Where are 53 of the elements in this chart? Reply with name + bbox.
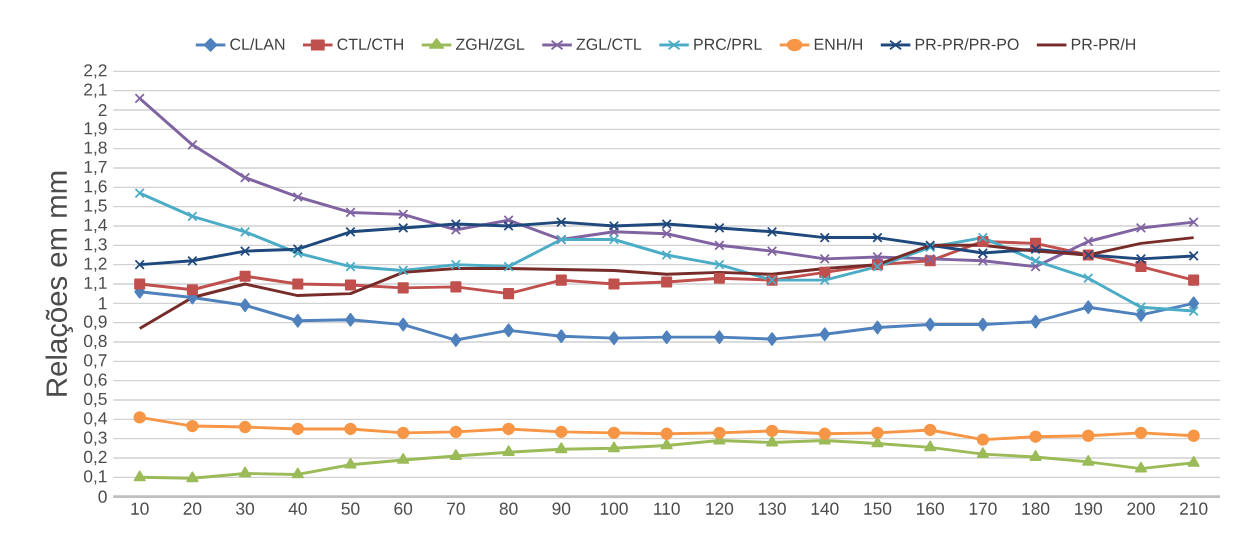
y-tick-label: 0,5	[84, 392, 107, 408]
y-tick-label: 2,1	[84, 83, 107, 98]
y-tick-label: 0,2	[84, 450, 107, 466]
y-tick-label: 1,6	[84, 180, 107, 195]
x-tick-label: 50	[341, 502, 360, 515]
y-tick-label: 0,4	[84, 412, 107, 427]
x-tick-label: 20	[183, 502, 202, 515]
legend-label: PRC/PRL	[694, 38, 762, 50]
y-tick-label: 2,2	[84, 64, 107, 79]
y-tick-label: 1,8	[84, 141, 107, 156]
x-tick-label: 160	[917, 502, 944, 515]
x-tick-label: 210	[1180, 502, 1208, 515]
y-tick-label: 1,1	[84, 276, 107, 292]
y-tick-label: 0,3	[84, 431, 107, 446]
x-tick-label: 130	[758, 502, 786, 515]
x-tick-label: 170	[969, 502, 997, 515]
legend-label: PR-PR/H	[1071, 38, 1136, 50]
x-tick-label: 190	[1075, 502, 1103, 515]
y-tick-label: 1,5	[84, 199, 107, 214]
y-tick-label: 0,7	[84, 354, 107, 369]
legend-label: PR-PR/PR-PO	[915, 38, 1019, 50]
y-tick-label: 0,8	[84, 334, 107, 350]
y-tick-label: 1,7	[84, 160, 107, 176]
x-tick-label: 140	[811, 502, 839, 515]
y-tick-label: 1,4	[84, 218, 107, 234]
x-tick-label: 70	[447, 502, 465, 515]
y-tick-label: 0,1	[84, 470, 107, 485]
y-tick-label: 0,9	[84, 315, 107, 330]
x-tick-label: 30	[236, 502, 255, 515]
y-tick-label: 1,9	[84, 122, 107, 137]
x-tick-label: 10	[131, 502, 149, 515]
x-tick-label: 180	[1022, 502, 1050, 515]
y-tick-label: 0,6	[84, 373, 107, 388]
x-tick-label: 120	[706, 502, 734, 515]
x-tick-label: 150	[864, 502, 892, 515]
y-tick-label: 1,2	[84, 257, 107, 272]
y-tick-label: 2	[98, 103, 107, 117]
x-tick-label: 60	[394, 502, 413, 515]
x-tick-label: 200	[1127, 502, 1155, 515]
y-axis-title: Relações em mm	[45, 171, 73, 396]
x-tick-label: 90	[552, 502, 571, 515]
y-tick-label: 0	[98, 490, 107, 503]
y-tick-label: 1	[99, 297, 107, 310]
x-tick-label: 110	[654, 502, 680, 515]
legend-label: ZGH/ZGL	[455, 38, 525, 50]
x-tick-label: 100	[600, 502, 628, 515]
legend-label: CTL/CTH	[337, 38, 403, 50]
x-tick-label: 80	[499, 502, 518, 515]
legend-label: CL/LAN	[230, 38, 285, 50]
legend-label: ENH/H	[814, 38, 862, 50]
x-tick-label: 40	[288, 502, 307, 515]
legend-label: ZGL/CTL	[576, 38, 642, 50]
y-tick-label: 1,3	[84, 238, 107, 253]
